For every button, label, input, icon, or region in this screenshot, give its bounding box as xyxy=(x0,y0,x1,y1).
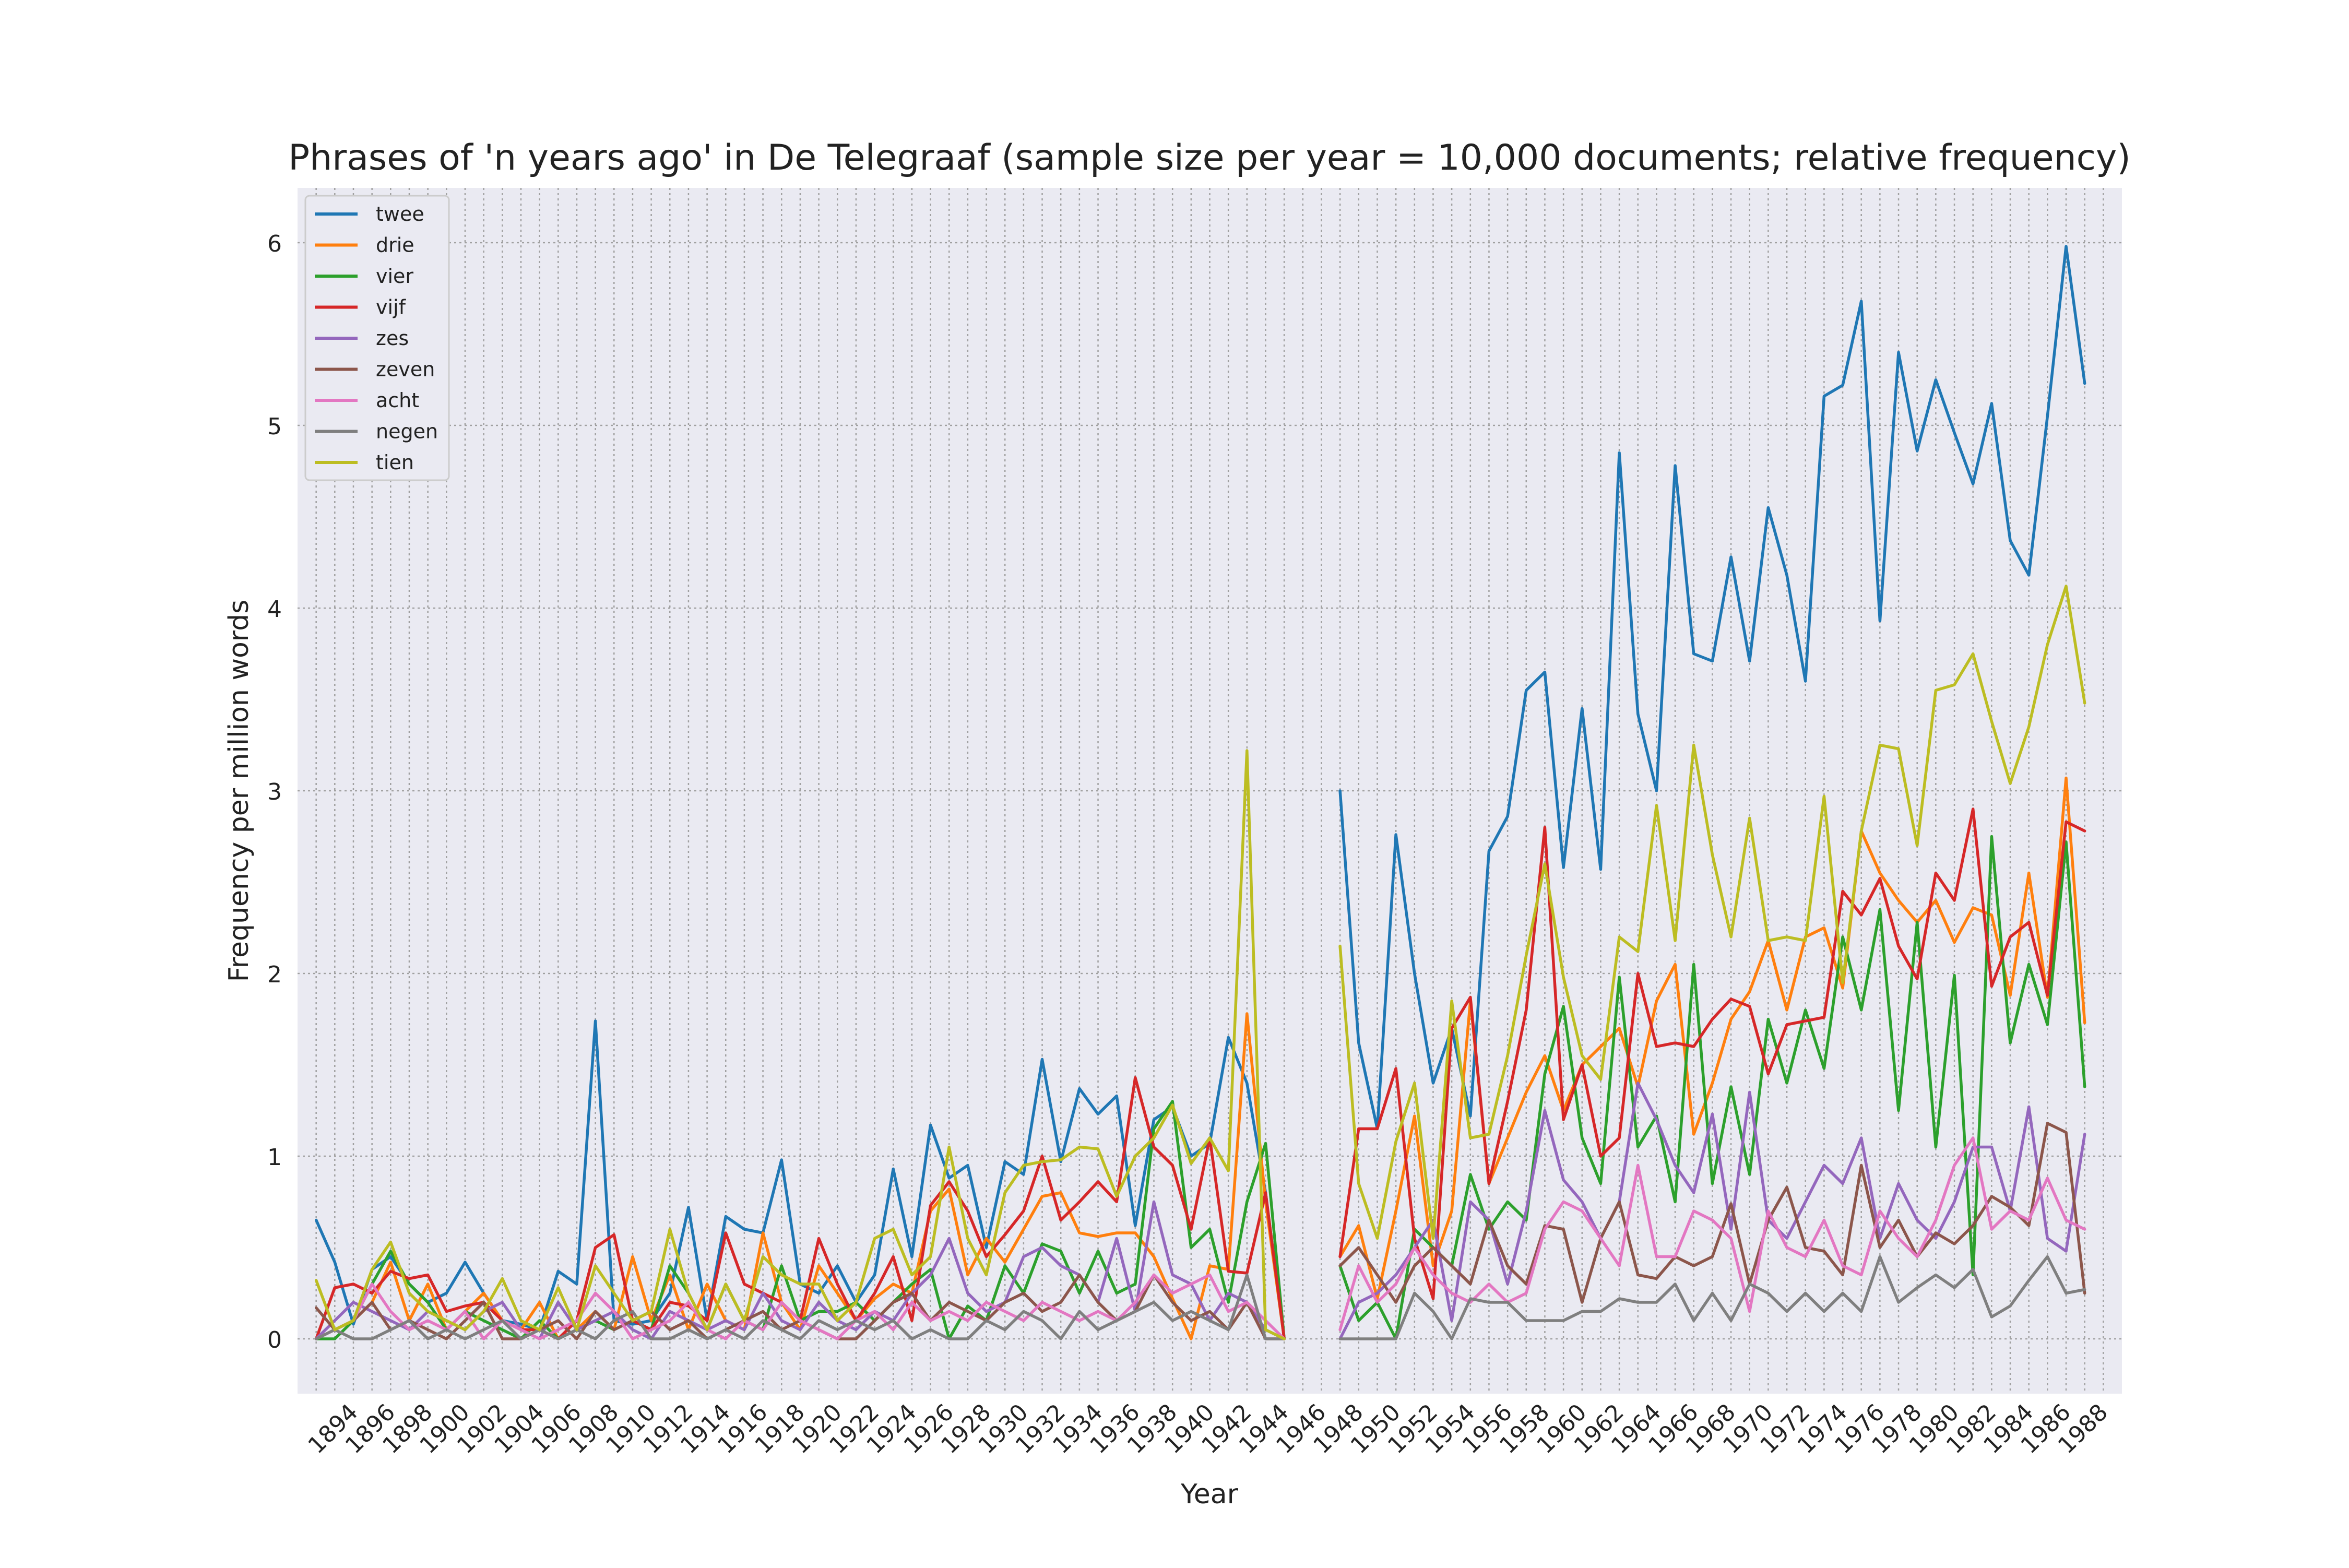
legend-box xyxy=(304,195,450,481)
legend-label-acht: acht xyxy=(376,389,419,412)
series-line-acht xyxy=(314,1136,2086,1340)
legend-label-vier: vier xyxy=(376,265,413,288)
chart-title: Phrases of 'n years ago' in De Telegraaf… xyxy=(288,137,2131,179)
legend-label-twee: twee xyxy=(376,203,424,225)
series-line-tien xyxy=(314,585,2086,1340)
series-line-negen xyxy=(314,1255,2086,1340)
legend: twee drie vier vijf zes zeven acht negen tien xyxy=(304,195,450,481)
legend-label-drie: drie xyxy=(376,234,414,257)
legend-label-zes: zes xyxy=(376,327,409,350)
x-axis-label: Year xyxy=(1180,1479,1239,1510)
y-tick-label: 1 xyxy=(267,1144,282,1171)
grid xyxy=(298,188,2122,1394)
y-tick-label: 6 xyxy=(267,231,282,257)
legend-label-vijf: vijf xyxy=(376,296,407,319)
y-tick-label: 4 xyxy=(267,596,282,623)
legend-label-negen: negen xyxy=(376,420,438,443)
y-axis-label: Frequency per million words xyxy=(223,600,255,982)
y-tick-label: 0 xyxy=(267,1327,282,1353)
y-tick-label: 5 xyxy=(267,413,282,440)
series-lines xyxy=(314,245,2086,1340)
legend-label-zeven: zeven xyxy=(376,358,435,381)
legend-label-tien: tien xyxy=(376,451,414,474)
y-tick-label: 3 xyxy=(267,779,282,805)
y-tick-label: 2 xyxy=(267,961,282,988)
